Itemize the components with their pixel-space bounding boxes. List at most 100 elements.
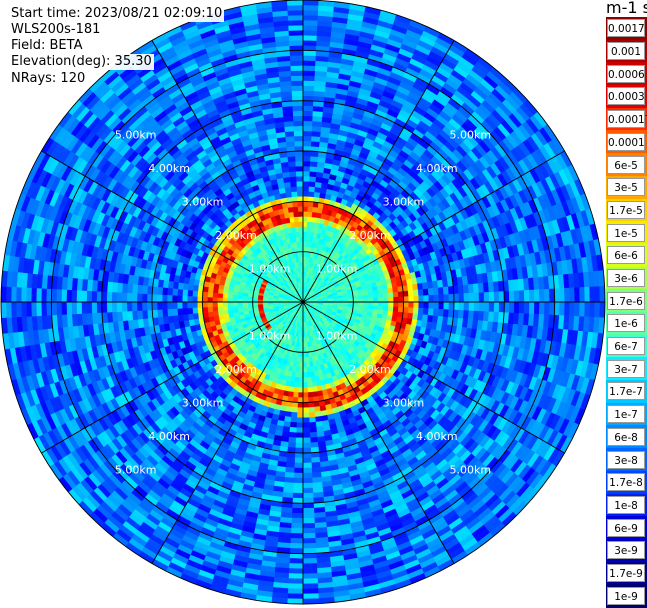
range-bin: [285, 126, 294, 132]
range-bin: [308, 207, 313, 212]
range-bin: [504, 302, 509, 313]
range-bin: [182, 289, 188, 296]
range-bin: [303, 403, 309, 408]
range-bin: [290, 417, 297, 423]
range-bin: [309, 412, 315, 418]
range-bin: [298, 403, 304, 408]
range-bin: [223, 306, 228, 310]
range-bin: [378, 298, 383, 302]
range-bin: [296, 171, 303, 176]
range-bin: [142, 310, 148, 319]
range-bin: [293, 207, 298, 212]
range-bin: [303, 433, 310, 438]
range-bin: [310, 166, 317, 172]
range-bin: [303, 91, 314, 96]
range-bin: [303, 111, 313, 116]
range-bin: [217, 298, 222, 303]
range-bin: [297, 191, 303, 196]
range-bin: [473, 284, 479, 293]
range-bin: [296, 176, 303, 181]
range-bin: [494, 292, 499, 302]
range-bin: [433, 309, 439, 316]
range-bin: [296, 423, 303, 428]
range-bin: [373, 294, 378, 298]
range-bin: [312, 467, 321, 473]
range-bin: [433, 288, 439, 295]
range-bin: [303, 493, 313, 498]
range-bin: [398, 292, 403, 298]
range-bin: [399, 297, 404, 302]
range-bin: [288, 156, 296, 162]
range-bin: [107, 292, 112, 302]
range-bin: [295, 443, 303, 448]
range-bin: [142, 285, 148, 294]
range-bin: [286, 136, 295, 142]
range-bin: [504, 291, 509, 302]
range-bin: [469, 302, 474, 311]
range-bin: [393, 287, 399, 293]
range-bin: [393, 292, 398, 297]
range-bin: [489, 302, 494, 312]
range-bin: [409, 296, 414, 302]
range-bin: [286, 141, 295, 147]
range-bin: [293, 111, 303, 116]
range-bin: [303, 393, 308, 398]
range-bin: [207, 297, 212, 302]
range-bin: [429, 302, 434, 309]
range-bin: [388, 293, 393, 298]
range-bin: [162, 302, 167, 309]
range-bin: [297, 408, 303, 413]
range-bin: [474, 293, 479, 302]
range-bin: [449, 302, 454, 310]
range-bin: [308, 202, 314, 207]
range-bin: [299, 227, 303, 232]
range-bin: [308, 387, 313, 392]
range-bin: [295, 448, 303, 453]
range-bin: [292, 503, 303, 508]
range-bin: [299, 372, 303, 377]
range-bin: [303, 106, 313, 111]
range-bin: [293, 106, 303, 111]
range-bin: [293, 488, 303, 493]
range-bin: [419, 296, 424, 302]
range-bin: [291, 191, 297, 197]
range-bin: [296, 161, 303, 166]
range-bin: [157, 302, 162, 310]
range-bin: [208, 307, 213, 312]
range-bin: [479, 293, 484, 303]
range-bin: [303, 121, 313, 126]
range-bin: [311, 457, 320, 463]
range-bin: [358, 299, 363, 302]
range-bin: [308, 212, 313, 217]
range-bin: [294, 121, 304, 126]
range-bin: [187, 308, 193, 314]
range-bin: [147, 294, 152, 302]
range-bin: [438, 287, 444, 295]
range-bin: [202, 302, 207, 307]
range-bin: [383, 298, 388, 303]
range-bin: [228, 306, 233, 310]
range-bin: [303, 367, 307, 372]
range-bin: [187, 290, 193, 296]
range-bin: [296, 428, 303, 433]
range-bin: [303, 473, 312, 478]
range-bin: [299, 222, 303, 227]
range-bin: [297, 418, 303, 423]
range-bin: [499, 302, 504, 313]
range-bin: [409, 302, 414, 308]
range-bin: [117, 302, 122, 312]
range-bin: [383, 289, 389, 294]
range-bin: [192, 296, 197, 302]
range-bin: [292, 96, 303, 101]
range-bin: [484, 302, 489, 312]
range-bin: [157, 309, 163, 317]
range-bin: [378, 306, 383, 310]
range-bin: [228, 294, 233, 298]
range-bin: [306, 362, 310, 367]
range-bin: [408, 290, 414, 296]
range-bin: [293, 397, 299, 402]
range-bin: [358, 296, 363, 299]
range-bin: [449, 294, 454, 302]
range-bin: [314, 406, 320, 412]
range-bin: [303, 186, 309, 191]
